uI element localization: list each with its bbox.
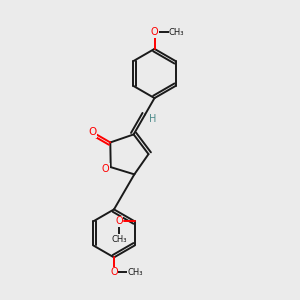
Text: O: O: [88, 127, 97, 137]
Text: O: O: [101, 164, 109, 174]
Text: CH₃: CH₃: [111, 235, 127, 244]
Text: O: O: [115, 216, 123, 226]
Text: H: H: [149, 114, 156, 124]
Text: O: O: [110, 267, 118, 278]
Text: CH₃: CH₃: [169, 28, 184, 37]
Text: CH₃: CH₃: [127, 268, 143, 277]
Text: O: O: [151, 27, 158, 38]
